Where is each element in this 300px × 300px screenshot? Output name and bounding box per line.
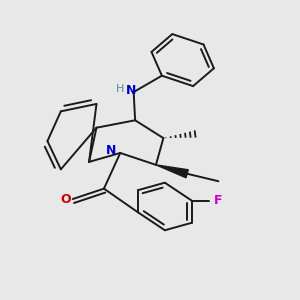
Polygon shape [156, 165, 188, 178]
Text: H: H [116, 84, 124, 94]
Text: F: F [214, 194, 222, 207]
Text: O: O [60, 193, 70, 206]
Text: N: N [106, 144, 116, 157]
Text: N: N [125, 84, 136, 97]
